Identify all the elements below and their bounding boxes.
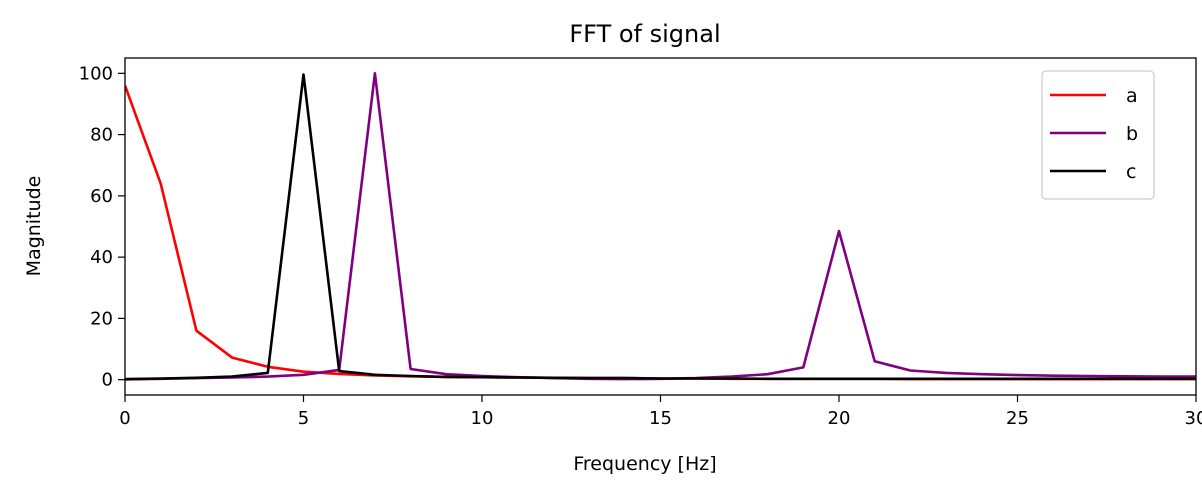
legend-label-b: b <box>1126 123 1138 145</box>
y-tick-label: 40 <box>90 247 113 268</box>
y-tick-label: 80 <box>90 125 113 146</box>
chart-title: FFT of signal <box>569 20 720 48</box>
x-axis-label: Frequency [Hz] <box>573 453 716 475</box>
legend-box <box>1041 70 1155 200</box>
y-axis-label: Magnitude <box>23 176 45 277</box>
legend-label-c: c <box>1126 161 1136 183</box>
x-axis-ticks: 0 5 10 15 20 25 30 <box>119 395 1202 429</box>
y-tick-label: 0 <box>102 370 113 391</box>
y-tick-label: 20 <box>90 308 113 329</box>
x-tick-label: 5 <box>298 408 309 429</box>
x-tick-label: 15 <box>649 408 672 429</box>
y-tick-label: 100 <box>79 63 113 84</box>
x-tick-label: 10 <box>471 408 494 429</box>
x-tick-label: 30 <box>1185 408 1202 429</box>
series-line-c <box>125 73 1196 381</box>
legend-label-a: a <box>1126 85 1138 107</box>
legend: abc <box>1041 70 1155 200</box>
plot-lines <box>125 72 1196 381</box>
y-axis-ticks: 0 20 40 60 80 100 <box>79 63 125 391</box>
y-tick-label: 60 <box>90 186 113 207</box>
x-tick-label: 0 <box>119 408 130 429</box>
x-tick-label: 20 <box>828 408 851 429</box>
x-tick-label: 25 <box>1006 408 1029 429</box>
